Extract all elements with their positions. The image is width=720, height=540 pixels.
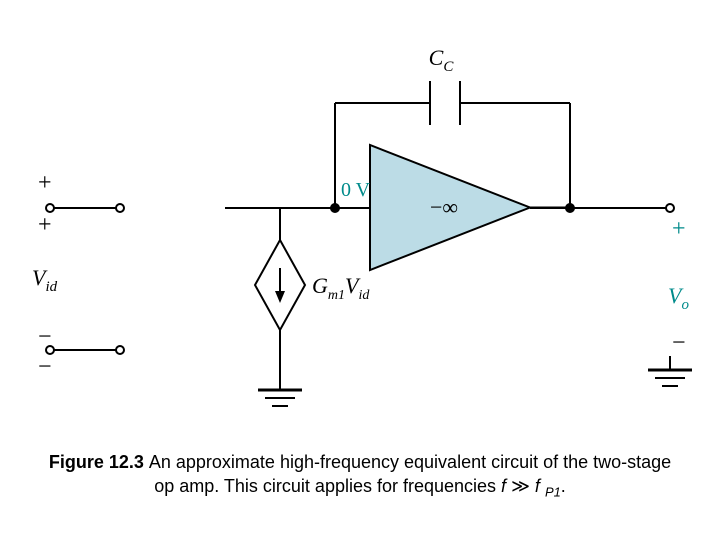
figure-caption: Figure 12.3 An approximate high-frequenc… [40,450,680,501]
svg-text:CC: CC [429,45,455,75]
svg-text:+: + [38,212,52,238]
svg-text:0 V: 0 V [341,179,371,201]
svg-text:Gm1Vid: Gm1Vid [312,273,370,303]
svg-text:+: + [672,216,686,242]
svg-text:Vid: Vid [32,265,58,295]
svg-text:−: − [38,354,52,380]
svg-text:−: − [672,330,686,356]
svg-text:Vo: Vo [668,283,689,313]
svg-text:−∞: −∞ [430,195,458,220]
svg-text:+: + [38,170,52,196]
